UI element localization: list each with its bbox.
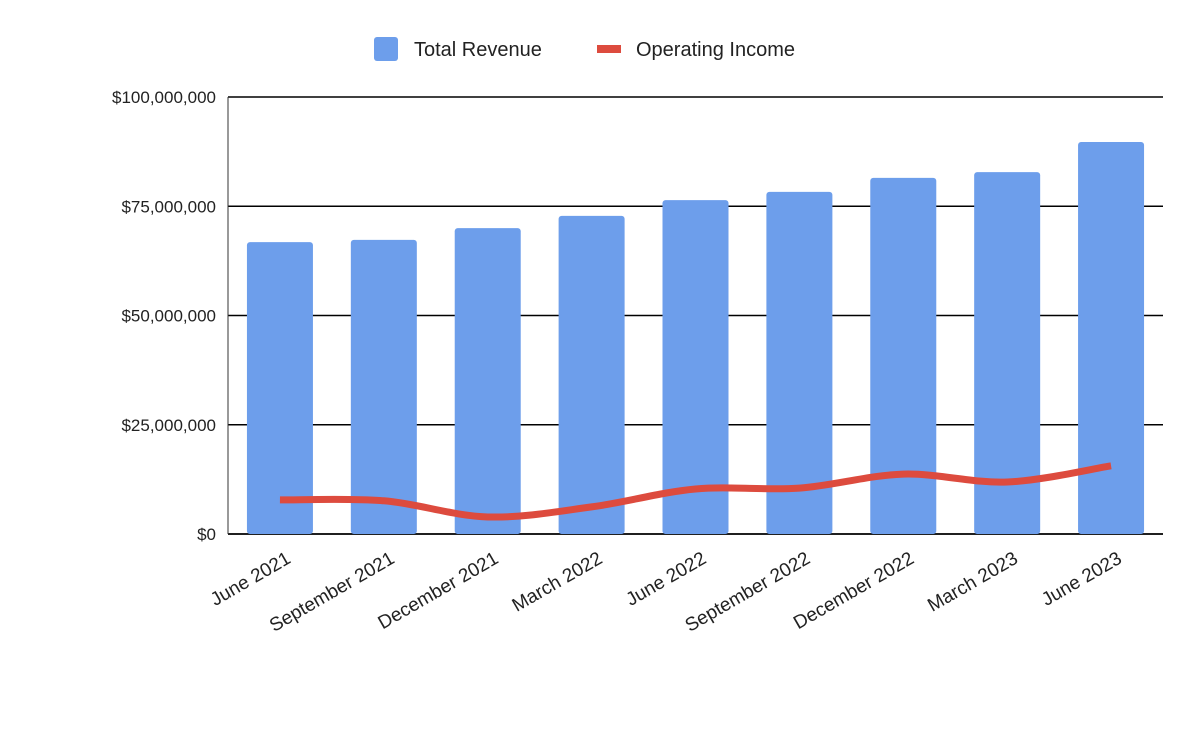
y-axis: $0 $25,000,000 $50,000,000 $75,000,000 $100,… <box>112 88 229 544</box>
legend-swatch-operating-income <box>597 45 621 53</box>
legend-label: Operating Income <box>636 39 795 61</box>
bar <box>350 239 417 535</box>
bar <box>558 215 625 534</box>
bar <box>870 177 937 534</box>
bar <box>766 191 833 535</box>
legend-label: Total Revenue <box>414 39 542 61</box>
x-tick-label: June 2021 <box>207 548 294 611</box>
bar <box>662 200 729 534</box>
y-tick-label: $0 <box>197 525 216 544</box>
bar-series <box>246 142 1145 535</box>
bar <box>1078 142 1145 535</box>
line-series <box>279 462 1112 521</box>
bar <box>246 242 313 535</box>
y-tick-label: $25,000,000 <box>121 416 216 435</box>
x-tick-label: March 2022 <box>509 548 606 616</box>
y-tick-label: $100,000,000 <box>112 88 216 107</box>
x-tick-label: June 2023 <box>1038 548 1125 611</box>
x-tick-label: June 2022 <box>623 548 710 611</box>
legend: Total Revenue Operating Income <box>374 37 795 61</box>
bar <box>454 228 521 534</box>
bar <box>974 172 1041 534</box>
operating-income-line <box>279 462 1112 521</box>
y-tick-label: $75,000,000 <box>121 197 216 216</box>
y-tick-label: $50,000,000 <box>121 307 216 326</box>
x-tick-label: March 2023 <box>924 548 1021 616</box>
legend-swatch-total-revenue <box>374 37 398 61</box>
